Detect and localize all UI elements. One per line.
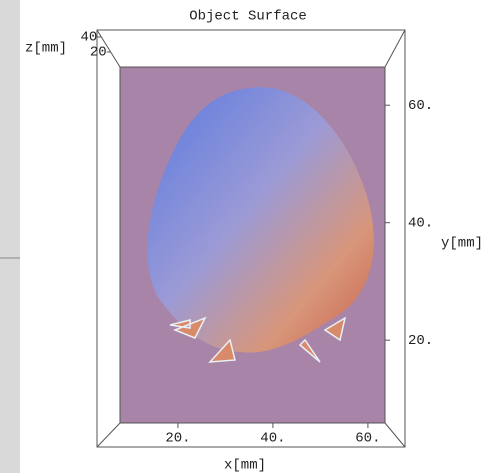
y-tick-label: 40. (408, 215, 433, 231)
box-edge (96, 29, 121, 68)
x-axis-label: x[mm] (224, 458, 266, 473)
left-strip (0, 0, 20, 473)
box-edge (96, 422, 121, 448)
surface (147, 87, 374, 353)
z-axis-label: z[mm] (25, 41, 67, 57)
y-tick-label: 20. (408, 333, 433, 349)
z-tick-label: 40 (81, 30, 98, 46)
box-back (96, 29, 406, 448)
x-tick-label: 40. (260, 431, 285, 447)
x-tick-label: 60. (355, 431, 380, 447)
strawberry (147, 87, 374, 363)
box-edge (384, 422, 406, 448)
chart-title: Object Surface (189, 9, 307, 25)
x-tick-label: 20. (165, 431, 190, 447)
z-tick-label: 20 (90, 45, 107, 61)
y-axis-label: y[mm] (441, 236, 483, 252)
box-edge (384, 29, 406, 68)
leaves (169, 316, 347, 363)
y-tick-label: 60. (408, 98, 433, 114)
